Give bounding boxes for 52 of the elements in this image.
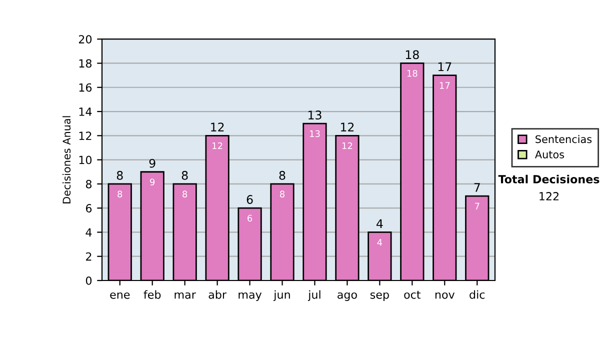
y-tick-label: 14: [79, 108, 92, 116]
total-label: 9: [149, 158, 156, 168]
x-tick-label: oct: [404, 290, 421, 299]
data-label: 7: [475, 202, 480, 210]
total-label: 18: [406, 50, 419, 60]
y-tick-label: 10: [79, 156, 92, 164]
data-label: 8: [182, 190, 188, 198]
data-label: 8: [280, 190, 285, 198]
y-tick-label: 6: [86, 204, 92, 212]
y-tick-label: 18: [79, 59, 92, 68]
x-tick-label: feb: [144, 290, 161, 299]
y-tick-label: 2: [86, 252, 92, 261]
total-label: 12: [341, 122, 354, 132]
x-tick-label: mar: [174, 292, 196, 299]
y-tick-label: 12: [79, 132, 92, 140]
total-label: 8: [182, 170, 188, 180]
x-tick-label: jul: [308, 290, 320, 301]
legend-label: Autos: [534, 150, 564, 158]
text: 122: [540, 192, 558, 200]
data-label: 9: [150, 178, 155, 186]
total-label: 12: [211, 122, 224, 132]
x-tick-label: jun: [273, 290, 290, 301]
y-tick-label: 0: [86, 276, 92, 285]
x-tick-label: sep: [370, 292, 389, 301]
x-tick-label: nov: [435, 292, 455, 299]
total-label: 17: [438, 62, 452, 72]
y-tick-label: 4: [86, 228, 92, 236]
y-tick-label: 16: [79, 83, 92, 92]
total-label: 8: [116, 170, 123, 180]
data-label: 18: [407, 70, 418, 77]
data-label: 4: [377, 239, 382, 246]
x-tick-label: may: [238, 292, 262, 301]
y-axis-title: Decisiones Anual: [62, 116, 71, 204]
y-tick-label: 8: [86, 180, 92, 188]
total-label: 6: [246, 195, 253, 204]
x-tick-label: ene: [110, 292, 130, 299]
data-label: 8: [118, 190, 122, 198]
x-tick-label: ago: [338, 292, 357, 301]
y-tick-label: 20: [78, 35, 92, 44]
total-label: 7: [474, 183, 480, 192]
data-label: 13: [310, 130, 320, 138]
data-label: 12: [342, 142, 352, 150]
x-tick-label: dic: [470, 290, 485, 299]
total-label: 4: [376, 219, 383, 228]
total-label: 8: [279, 170, 286, 180]
legend-label: Sentencias: [536, 135, 592, 144]
data-label: 17: [440, 82, 450, 89]
data-label: 12: [212, 142, 222, 150]
x-tick-label: abr: [208, 290, 227, 299]
data-label: 6: [248, 214, 252, 222]
total-label: 13: [308, 110, 322, 120]
text: Total Decisiones: [498, 174, 600, 184]
